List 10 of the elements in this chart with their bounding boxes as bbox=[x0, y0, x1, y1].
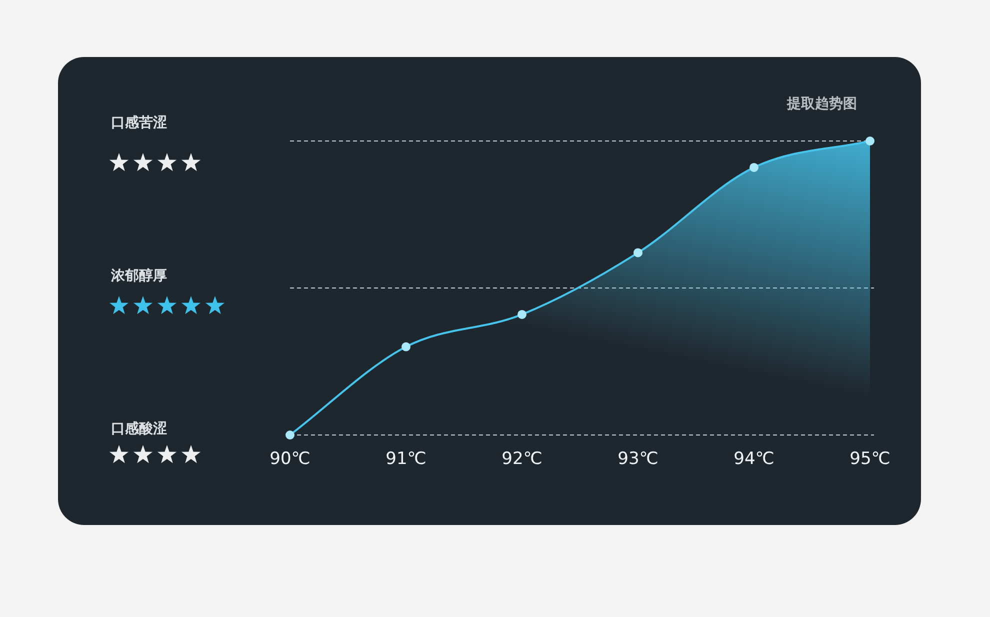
x-tick-label: 95℃ bbox=[850, 449, 890, 469]
chart-title: 提取趋势图 bbox=[786, 96, 857, 112]
text: 口感酸涩 bbox=[111, 421, 167, 437]
text: 口感苦涩 bbox=[111, 115, 167, 131]
x-tick-label: 91℃ bbox=[386, 449, 426, 469]
text: 浓郁醇厚 bbox=[110, 267, 167, 284]
x-tick-label: 92℃ bbox=[502, 449, 542, 469]
x-tick-label: 93℃ bbox=[618, 449, 658, 469]
x-tick-label: 94℃ bbox=[734, 449, 774, 469]
x-tick-label: 90℃ bbox=[270, 449, 310, 469]
